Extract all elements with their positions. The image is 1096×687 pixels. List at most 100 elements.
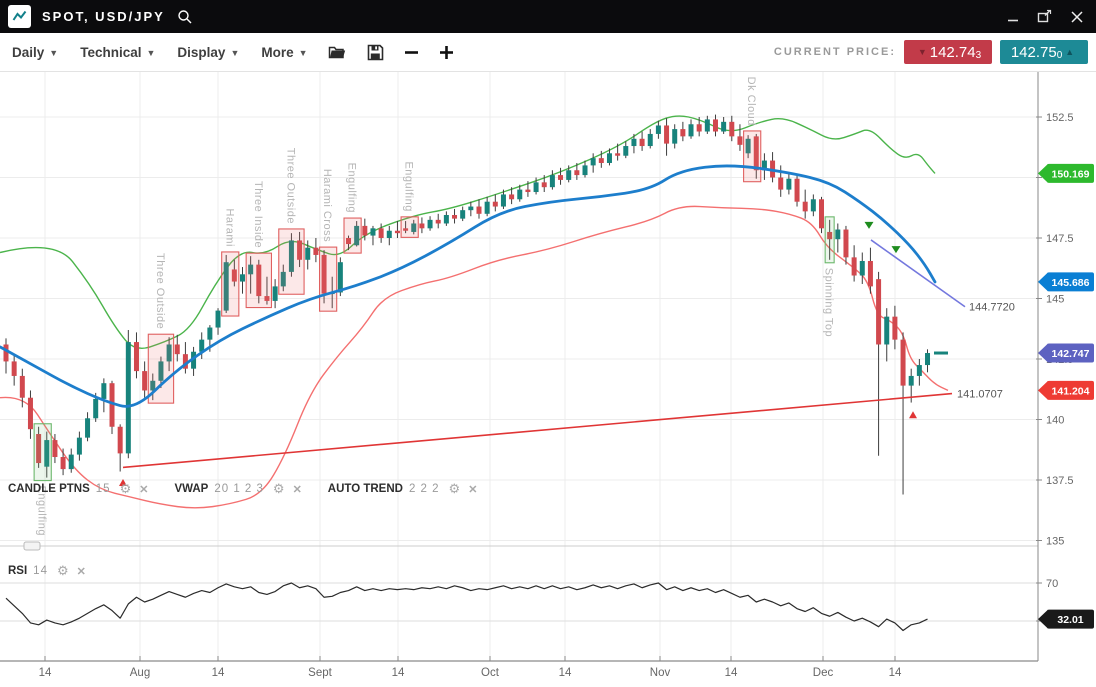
price-level-badge-value: 141.204 xyxy=(1052,385,1090,397)
auto-trend-support-line[interactable] xyxy=(122,392,953,469)
candle-body xyxy=(362,225,368,236)
candle-body xyxy=(256,264,262,297)
candle-body xyxy=(712,119,718,132)
gear-icon[interactable]: ⚙ xyxy=(448,481,461,496)
candle-body xyxy=(297,240,303,260)
candle-body xyxy=(916,365,922,376)
legend-rsi: RSI 14 ⚙ ✕ xyxy=(8,563,86,579)
candle-body xyxy=(680,129,686,137)
candle-body xyxy=(688,124,694,137)
candle-body xyxy=(52,440,58,458)
candle-body xyxy=(745,138,751,154)
legend-rsi-params: 14 xyxy=(33,565,48,577)
sell-signal-icon xyxy=(891,246,901,254)
candle-body xyxy=(517,189,523,200)
candle-body xyxy=(753,136,759,171)
legend-rsi-name: RSI xyxy=(8,565,28,577)
rsi-value-badge-tip xyxy=(1038,609,1048,629)
pattern-box xyxy=(245,252,273,309)
price-tick-label: 147.5 xyxy=(1046,233,1074,245)
candle-body xyxy=(925,353,931,366)
candle-body xyxy=(867,260,873,287)
legend-vwap-name: VWAP xyxy=(174,483,209,495)
candle-body xyxy=(239,274,245,282)
candle-body xyxy=(280,271,286,287)
ask-price-badge: 142.75 0 ▲ xyxy=(1000,40,1088,64)
price-level-badge-body xyxy=(1047,343,1094,363)
pattern-box xyxy=(318,246,338,312)
price-level-badge-tip xyxy=(1038,163,1048,183)
candle-body xyxy=(729,121,735,137)
remove-indicator-icon[interactable]: ✕ xyxy=(468,483,478,496)
open-layout-icon[interactable] xyxy=(328,44,347,60)
pattern-box xyxy=(33,423,52,482)
popout-button[interactable] xyxy=(1032,6,1058,28)
price-level-badge: 142.747 xyxy=(1038,343,1094,363)
time-tick-label: 14 xyxy=(212,667,225,679)
rsi-value-badge: 32.01 xyxy=(1038,609,1094,629)
candle-body xyxy=(435,219,441,224)
candle-body xyxy=(36,434,42,464)
ask-price: 142.75 xyxy=(1010,43,1057,61)
remove-indicator-icon[interactable]: ✕ xyxy=(292,483,302,496)
time-tick-label: Aug xyxy=(130,667,150,679)
chart-area[interactable]: Engulfing Three Outside Harami Three Inside… xyxy=(0,72,1096,687)
menu-technical[interactable]: Technical ▼ xyxy=(80,45,155,60)
candle-body xyxy=(851,257,857,276)
candle-body xyxy=(468,206,474,211)
price-level-badge-value: 145.686 xyxy=(1052,277,1090,289)
candle-body xyxy=(248,264,254,275)
search-icon[interactable] xyxy=(177,9,193,25)
minimize-button[interactable] xyxy=(1000,6,1026,28)
close-button[interactable] xyxy=(1064,6,1090,28)
rsi-value-badge-body xyxy=(1047,609,1094,629)
pane-resize-handle[interactable] xyxy=(23,541,41,551)
pane-resize-handle-box[interactable] xyxy=(23,541,41,551)
candle-body xyxy=(566,170,572,180)
pattern-label: Three Outside xyxy=(284,148,296,224)
chart-toolbar: Daily ▼ Technical ▼ Display ▼ More ▼ xyxy=(0,33,1096,72)
zoom-out-icon[interactable] xyxy=(404,45,419,60)
chart-canvas[interactable]: Engulfing Three Outside Harami Three Inside… xyxy=(0,72,1096,687)
candle-body xyxy=(109,383,115,427)
rsi-value-badge-value: 32.01 xyxy=(1057,614,1083,626)
time-tick-label: Sept xyxy=(308,667,332,679)
time-tick-label: 14 xyxy=(725,667,738,679)
candle-body xyxy=(835,229,841,240)
candle-body xyxy=(411,223,417,232)
gear-icon[interactable]: ⚙ xyxy=(272,481,285,496)
candle-body xyxy=(337,262,343,293)
candle-body xyxy=(101,383,107,399)
candle-body xyxy=(60,457,66,470)
current-price-label: CURRENT PRICE: xyxy=(773,46,896,58)
grid-lines xyxy=(0,72,1038,661)
time-tick-label: 14 xyxy=(39,667,52,679)
legend-vwap: VWAP 20 1 2 3 ⚙ ✕ xyxy=(174,481,301,497)
zoom-in-icon[interactable] xyxy=(439,45,454,60)
candle-body xyxy=(623,146,629,156)
gear-icon[interactable]: ⚙ xyxy=(56,563,69,578)
price-tick-label: 135 xyxy=(1046,536,1064,548)
remove-indicator-icon[interactable]: ✕ xyxy=(76,565,86,578)
candle-body xyxy=(93,398,99,419)
candle-body xyxy=(305,247,311,260)
price-level-badge-body xyxy=(1047,272,1094,292)
menu-display[interactable]: Display ▼ xyxy=(177,45,239,60)
candle-body xyxy=(827,231,833,240)
candle-body xyxy=(288,240,294,272)
pattern-label: Harami Cross xyxy=(321,169,333,242)
candle-body xyxy=(843,229,849,258)
main-pane-legends: CANDLE PTNS 15 ⚙ ✕ VWAP 20 1 2 3 ⚙ ✕ AUT… xyxy=(8,481,503,497)
menu-more[interactable]: More ▼ xyxy=(261,45,307,60)
candle-body xyxy=(27,397,33,430)
price-tick-label: 145 xyxy=(1046,294,1064,306)
remove-indicator-icon[interactable]: ✕ xyxy=(139,483,149,496)
pattern-label: Engulfing xyxy=(36,486,48,536)
auto-trend-resistance-line[interactable] xyxy=(870,239,966,308)
pattern-box xyxy=(743,130,762,183)
save-icon[interactable] xyxy=(367,44,384,61)
gear-icon[interactable]: ⚙ xyxy=(119,481,132,496)
menu-timeframe[interactable]: Daily ▼ xyxy=(12,45,58,60)
candle-body xyxy=(133,342,139,372)
legend-candle-patterns-params: 15 xyxy=(95,483,111,495)
